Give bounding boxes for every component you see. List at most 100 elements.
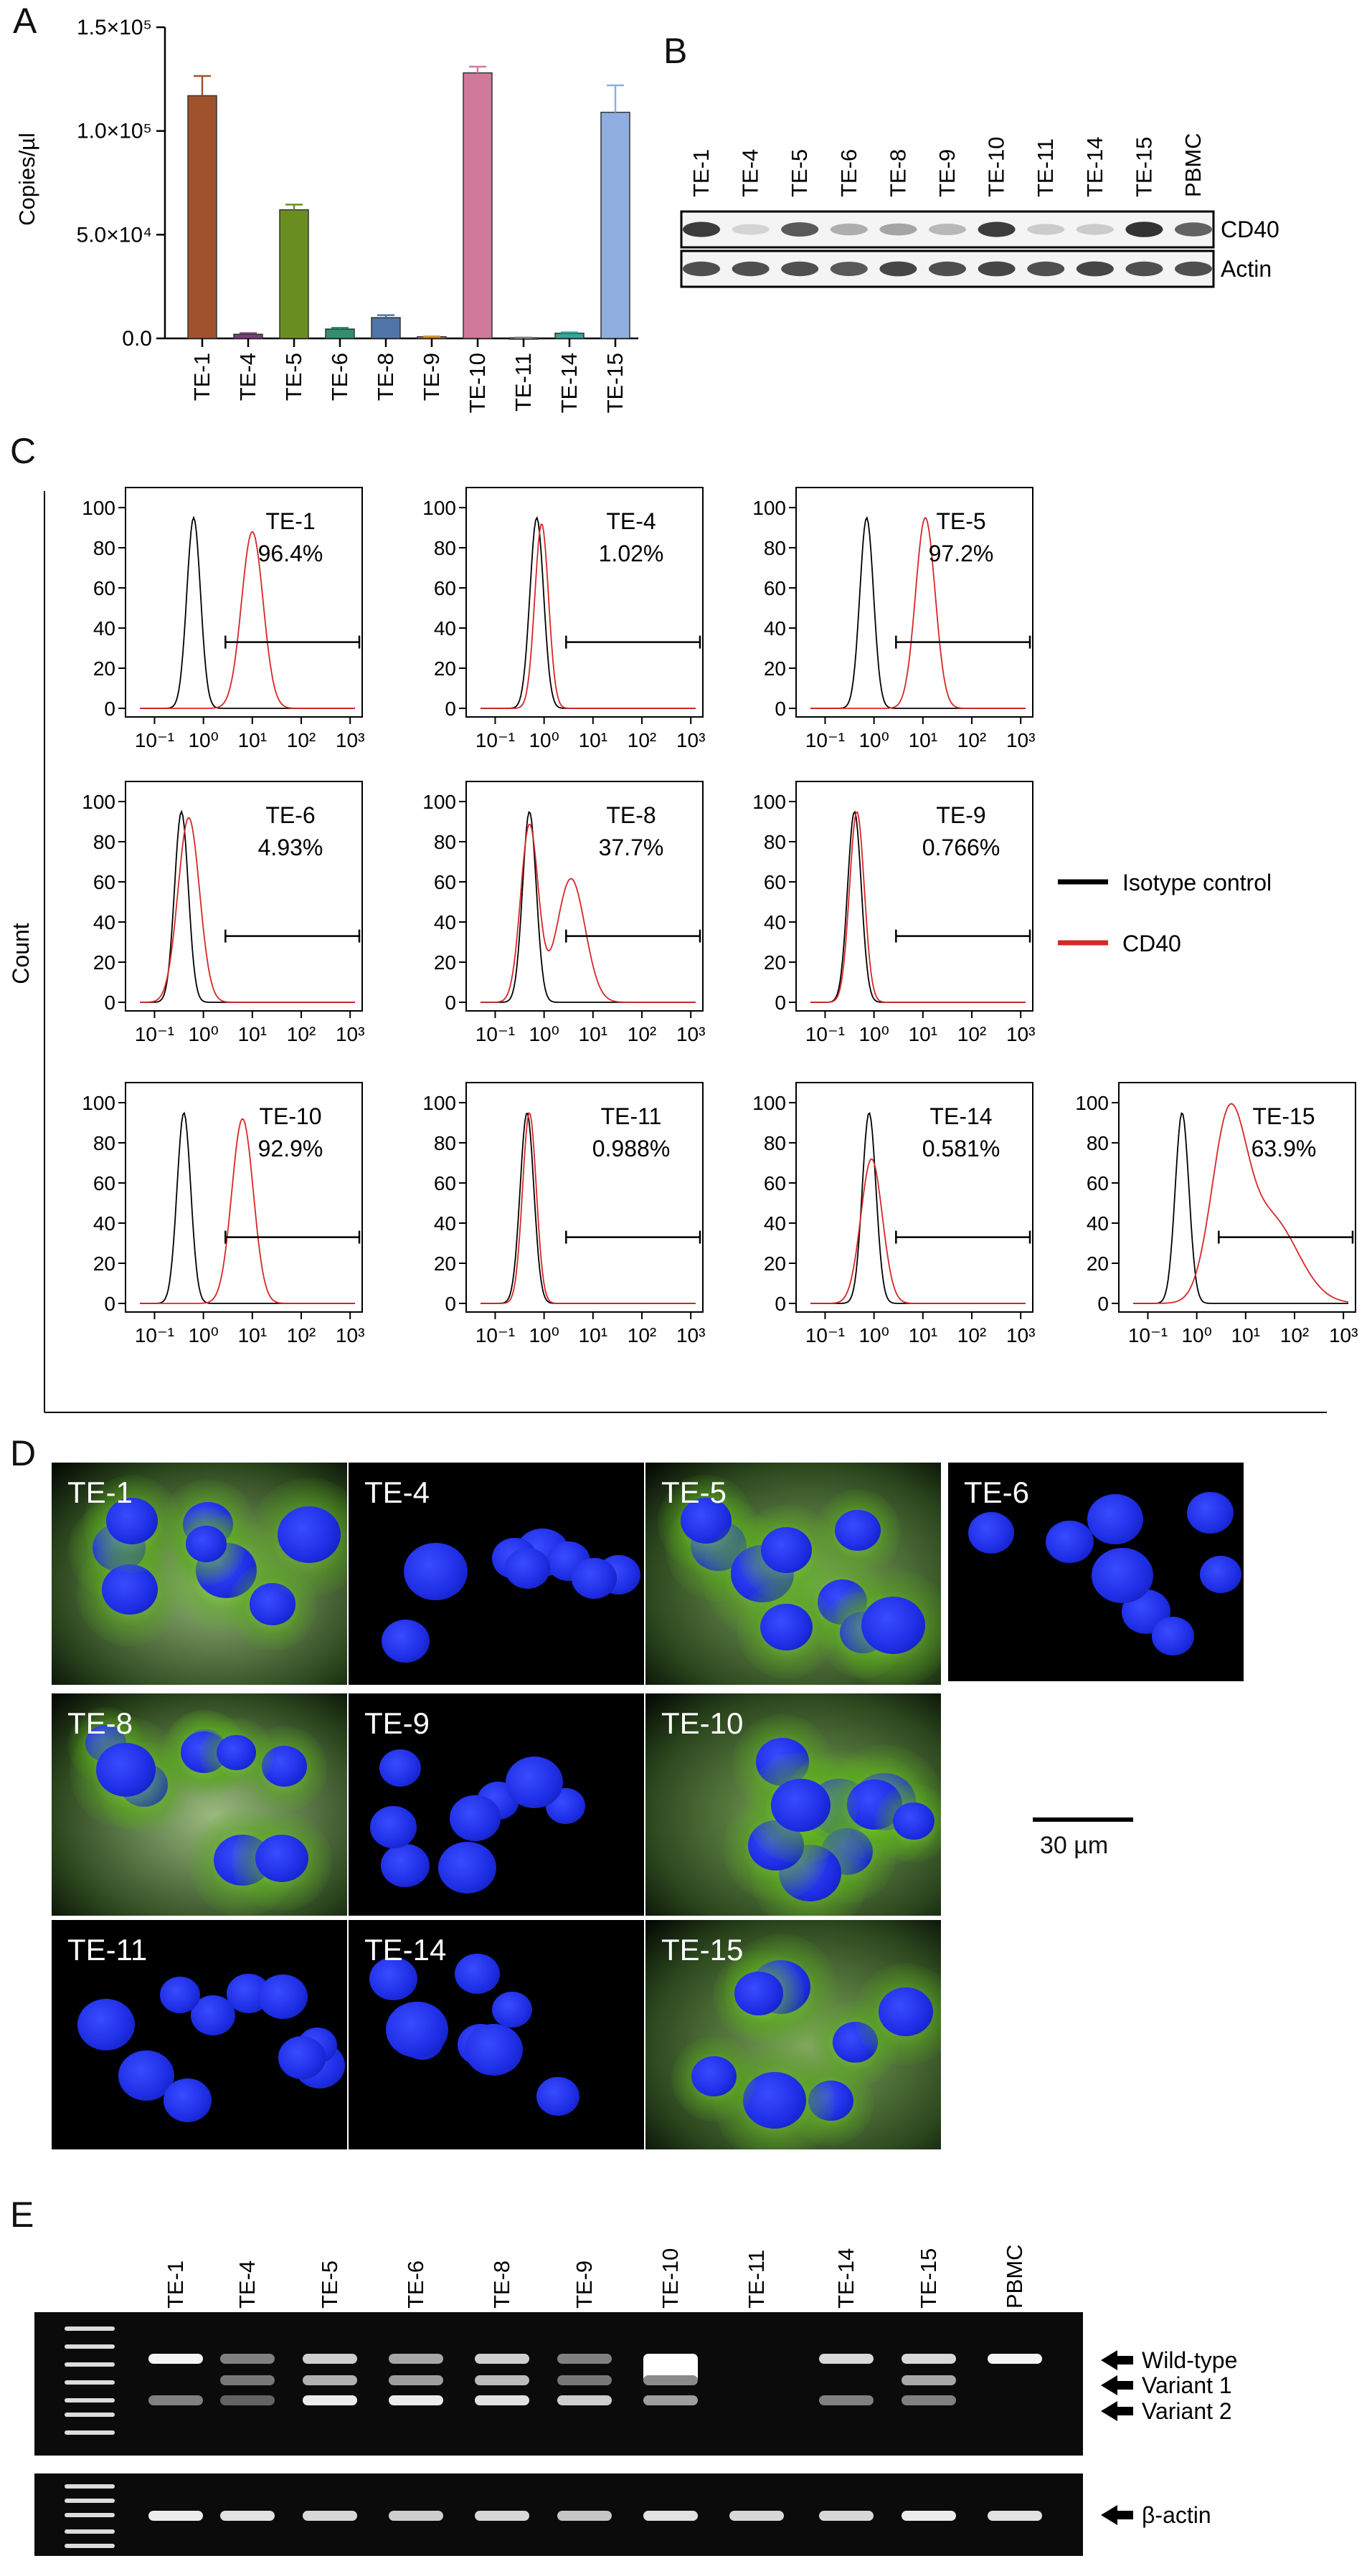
y-tick-label: 0.0 — [122, 327, 152, 351]
x-tick-label: 10¹ — [579, 1324, 607, 1346]
y-tick-label: 0 — [775, 1293, 786, 1315]
micrograph-te-11: TE-11 — [52, 1920, 347, 2149]
nucleus — [893, 1802, 935, 1840]
sample-name: TE-5 — [936, 508, 985, 534]
sample-percent: 63.9% — [1252, 1136, 1317, 1161]
cd40-curve — [481, 523, 696, 709]
blot-band — [879, 223, 917, 236]
y-tick-label: 20 — [93, 657, 115, 680]
lane-label: TE-9 — [935, 149, 960, 197]
blot-band — [978, 222, 1016, 237]
lane-label: TE-5 — [787, 149, 812, 197]
sample-percent: 37.7% — [599, 835, 664, 860]
sample-percent: 4.93% — [258, 835, 323, 860]
y-tick-label: 80 — [764, 1132, 786, 1154]
y-tick-label: 60 — [764, 871, 786, 893]
y-tick-label: 100 — [1075, 1092, 1109, 1114]
gel-band-wt — [557, 2354, 612, 2364]
nucleus — [760, 1604, 813, 1651]
gel-band-v2 — [389, 2395, 443, 2405]
micrograph-te-1: TE-1 — [52, 1463, 347, 1685]
gel-band-v2 — [303, 2395, 357, 2405]
y-tick-label: 60 — [764, 577, 786, 599]
cd40-curve — [1133, 1103, 1349, 1304]
ladder-band — [65, 2380, 115, 2385]
gel-lane-label: TE-11 — [744, 2250, 769, 2309]
y-tick-label: 100 — [82, 791, 115, 813]
y-tick-label: 60 — [93, 871, 115, 893]
y-tick-label: 100 — [422, 497, 456, 519]
y-tick-label: 40 — [93, 911, 115, 933]
microscopy-panel-d: TE-1 TE-4 TE-5 TE-6 TE-8 TE-9 TE-10 TE-11 TE-14 T… — [0, 1463, 1372, 2165]
x-tick-label: 10² — [957, 729, 986, 751]
y-tick-label: 40 — [434, 1212, 456, 1235]
western-blot-b: TE-1 TE-4 TE-5 TE-6 TE-8 TE-9 TE-10 TE-11 TE-14 T… — [680, 133, 1279, 288]
histogram-te-6: 0 20 40 60 80 100 10⁻¹ 10⁰ 10¹ 10² 10³ TE-6 4.93% — [82, 781, 364, 1045]
nucleus — [464, 2023, 523, 2076]
gel-band-v1 — [389, 2375, 443, 2385]
y-tick-label: 40 — [434, 617, 456, 640]
x-tick-label: 10² — [628, 1324, 656, 1346]
sample-name: TE-15 — [1252, 1103, 1315, 1129]
y-tick-label: 0 — [104, 1293, 115, 1315]
nucleus — [278, 2036, 326, 2079]
gel-band-wt — [148, 2354, 203, 2364]
blot-band — [1027, 261, 1065, 277]
x-tick-label: TE-8 — [373, 353, 398, 401]
x-tick-label: 10² — [957, 1324, 986, 1346]
gel-lane-label: TE-9 — [572, 2261, 597, 2309]
gel-band-v2 — [220, 2395, 275, 2405]
x-tick-label: 10² — [957, 1023, 986, 1045]
x-tick-label: TE-5 — [281, 353, 306, 401]
sample-name: TE-9 — [936, 802, 985, 828]
micrograph-te-8: TE-8 — [52, 1693, 347, 1916]
cd40-curve — [140, 817, 355, 1003]
sample-name: TE-11 — [601, 1103, 662, 1129]
micrograph-label: TE-8 — [67, 1706, 133, 1740]
gel-band-v1 — [902, 2375, 956, 2385]
actin-band — [643, 2511, 698, 2521]
histogram-te-4: 0 20 40 60 80 100 10⁻¹ 10⁰ 10¹ 10² 10³ TE-4 1.02% — [422, 487, 705, 751]
y-tick-label: 0 — [445, 992, 456, 1014]
y-tick-label: 40 — [764, 911, 786, 933]
lane-label: TE-10 — [984, 137, 1009, 197]
x-tick-label: 10¹ — [909, 1324, 937, 1346]
blot-band — [830, 262, 868, 276]
blot-band — [1076, 261, 1114, 277]
nucleus — [106, 1498, 159, 1545]
plot-frame — [795, 781, 1033, 1012]
x-tick-label: 10⁻¹ — [805, 729, 845, 751]
x-tick-label: 10⁻¹ — [135, 1023, 174, 1045]
histogram-te-14: 0 20 40 60 80 100 10⁻¹ 10⁰ 10¹ 10² 10³ TE-14 0.581% — [752, 1082, 1035, 1346]
blot-band — [683, 222, 720, 237]
gel-lane-label: TE-6 — [403, 2261, 428, 2309]
lane-label: PBMC — [1181, 133, 1206, 197]
gel-band-v1 — [303, 2375, 357, 2385]
gel-lane-label: PBMC — [1002, 2244, 1027, 2309]
y-tick-label: 20 — [93, 951, 115, 974]
x-tick-label: 10⁰ — [188, 1324, 218, 1346]
x-tick-label: 10³ — [676, 729, 705, 751]
bar-te-10 — [463, 72, 493, 339]
blot-band — [879, 261, 917, 277]
y-tick-label: 20 — [93, 1253, 115, 1275]
x-tick-label: 10⁻¹ — [135, 729, 174, 751]
x-tick-label: 10¹ — [579, 1023, 607, 1045]
actin-band — [988, 2511, 1042, 2521]
ladder-band — [65, 2529, 115, 2534]
x-tick-label: 10⁻¹ — [476, 1023, 515, 1045]
blot-band — [1175, 222, 1212, 237]
micrograph-te-10: TE-10 — [645, 1693, 941, 1916]
x-tick-label: 10² — [1280, 1324, 1309, 1346]
y-tick-label: 40 — [764, 617, 786, 640]
y-tick-label: 20 — [764, 951, 786, 974]
x-tick-label: 10⁻¹ — [476, 1324, 515, 1346]
nucleus — [381, 1843, 430, 1888]
nucleus — [761, 1526, 812, 1573]
lane-label: TE-4 — [738, 149, 763, 197]
gel-lane-label: TE-5 — [317, 2261, 342, 2309]
x-tick-label: 10⁻¹ — [805, 1023, 845, 1045]
y-tick-label: 20 — [434, 1253, 456, 1275]
x-tick-label: 10³ — [1006, 1324, 1035, 1346]
bar-te-1 — [187, 95, 217, 339]
